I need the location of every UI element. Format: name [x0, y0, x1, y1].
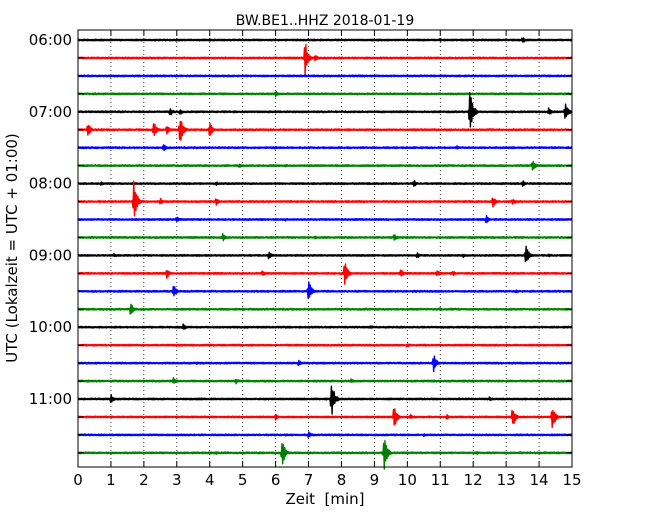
- trace-rows: [77, 37, 573, 470]
- y-tick-label: 09:00: [29, 246, 72, 264]
- y-tick-label: 10:00: [29, 318, 72, 336]
- y-tick-label: 11:00: [29, 390, 72, 408]
- trace-row: [77, 144, 573, 152]
- x-tick-label: 4: [205, 471, 215, 489]
- x-tick-label: 2: [139, 471, 149, 489]
- x-tick-label: 15: [562, 471, 581, 489]
- y-tick-label: 07:00: [29, 103, 72, 121]
- trace-row: [77, 179, 573, 187]
- trace-row: [77, 92, 573, 128]
- trace-row: [77, 245, 573, 263]
- trace-row: [77, 37, 573, 43]
- y-axis-label: UTC (Lokalzeit = UTC + 01:00): [3, 133, 21, 363]
- x-tick-label: 1: [106, 471, 116, 489]
- trace-row: [77, 408, 573, 429]
- x-tick-label: 5: [238, 471, 248, 489]
- trace-row: [77, 263, 573, 285]
- x-tick-label: 10: [398, 471, 417, 489]
- trace-row: [77, 385, 573, 415]
- trace-row: [77, 90, 573, 98]
- grid-lines: [110, 30, 540, 467]
- trace-row: [77, 232, 573, 242]
- y-axis-ticks: 06:00 07:00 08:00 09:00 10:00 11:00: [29, 31, 572, 454]
- trace-row: [77, 120, 573, 141]
- x-tick-label: 8: [337, 471, 347, 489]
- x-tick-label: 12: [464, 471, 483, 489]
- x-tick-label: 3: [172, 471, 182, 489]
- trace-row: [77, 74, 573, 78]
- trace-row: [77, 281, 573, 299]
- trace-row: [77, 355, 573, 373]
- x-tick-label: 0: [73, 471, 83, 489]
- trace-row: [77, 215, 573, 224]
- x-tick-label: 6: [271, 471, 281, 489]
- chart-title: BW.BE1..HHZ 2018-01-19: [236, 13, 415, 29]
- x-tick-label: 9: [370, 471, 380, 489]
- trace-row: [77, 180, 573, 217]
- y-tick-label: 06:00: [29, 31, 72, 49]
- x-tick-label: 14: [530, 471, 549, 489]
- x-tick-label: 13: [497, 471, 516, 489]
- trace-row: [77, 303, 573, 315]
- trace-row: [77, 160, 573, 171]
- trace-row: [77, 343, 573, 348]
- y-tick-label: 08:00: [29, 175, 72, 193]
- trace-row: [77, 323, 573, 330]
- trace-row: [77, 440, 573, 470]
- x-axis-label: Zeit [min]: [285, 490, 364, 508]
- plot-frame: [77, 29, 573, 468]
- x-tick-label: 11: [431, 471, 450, 489]
- trace-row: [77, 377, 573, 385]
- trace-row: [77, 43, 573, 77]
- x-tick-label: 7: [304, 471, 314, 489]
- x-axis-ticks: 0 1 2 3 4 5 6 7 8 9 10 11 12 13 14 15: [73, 30, 582, 489]
- trace-row: [77, 431, 573, 438]
